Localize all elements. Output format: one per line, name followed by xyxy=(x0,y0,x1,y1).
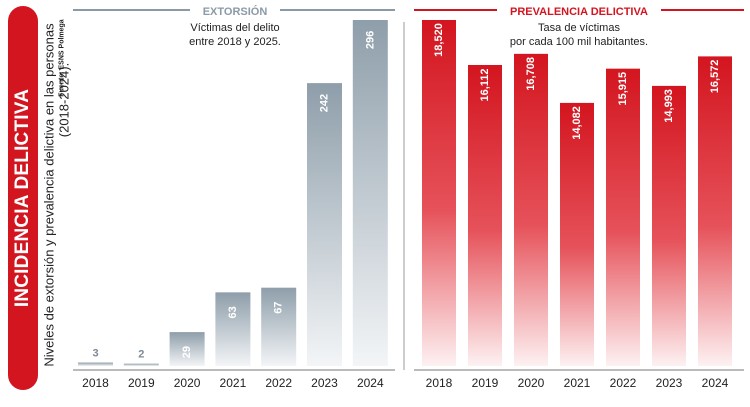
prevalencia-tick-2020: 2020 xyxy=(518,376,545,390)
prevalencia-bar-2019 xyxy=(468,64,502,366)
prevalencia-tick-2024: 2024 xyxy=(702,376,729,390)
extorsion-value-label-2024: 296 xyxy=(364,31,376,49)
side-tab xyxy=(8,6,38,390)
prevalencia-tick-2023: 2023 xyxy=(656,376,683,390)
extorsion-title: EXTORSIÓN xyxy=(203,5,268,18)
prevalencia-value-label-2018: 18,520 xyxy=(433,23,445,57)
extorsion-bar-2023 xyxy=(307,83,342,367)
extorsion-bar-2022 xyxy=(261,287,297,366)
prevalencia-bar-2023 xyxy=(652,85,686,367)
extorsion-value-label-2022: 67 xyxy=(273,302,285,314)
extorsion-tick-2023: 2023 xyxy=(311,376,338,390)
prevalencia-bar-2024 xyxy=(698,56,732,366)
prevalencia-title: PREVALENCIA DELICTIVA xyxy=(510,6,648,18)
extorsion-subtitle-line1: Víctimas del delito xyxy=(190,22,279,34)
extorsion-tick-2018: 2018 xyxy=(82,376,109,390)
prevalencia-subtitle-line1: Tasa de víctimas xyxy=(538,22,620,34)
extorsion-value-label-2020: 29 xyxy=(181,346,193,358)
prevalencia-title-bg xyxy=(497,4,661,17)
extorsion-bar-2021 xyxy=(215,292,251,366)
prevalencia-bars: 18,520 2018 16,112 2019 16,708 2020 14,082 2021… xyxy=(422,20,732,390)
extorsion-tick-2021: 2021 xyxy=(220,376,247,390)
prevalencia-subtitle-line2: por cada 100 mil habitantes. xyxy=(510,36,648,48)
prevalencia-bar-2022 xyxy=(606,68,640,367)
prevalencia-bar-2018 xyxy=(422,20,456,366)
extorsion-value-label-2019: 2 xyxy=(138,349,144,361)
extorsion-bar-2020 xyxy=(169,332,205,366)
prevalencia-value-label-2023: 14,993 xyxy=(663,89,675,123)
prevalencia-value-label-2022: 15,915 xyxy=(617,72,629,106)
prevalencia-bar-2020 xyxy=(514,53,548,367)
prevalencia-value-label-2024: 16,572 xyxy=(709,60,721,94)
prevalencia-tick-2021: 2021 xyxy=(564,376,591,390)
extorsion-subtitle-line2: entre 2018 y 2025. xyxy=(189,36,281,48)
extorsion-bars: 3 2018 2 2019 29 2020 63 2021 67 2022 242 2023 296 20… xyxy=(78,20,388,390)
prevalencia-tick-2019: 2019 xyxy=(472,376,499,390)
prevalencia-value-label-2020: 16,708 xyxy=(525,57,537,91)
extorsion-value-label-2021: 63 xyxy=(227,306,239,318)
extorsion-bar-2019 xyxy=(123,363,159,366)
prevalencia-tick-2022: 2022 xyxy=(610,376,637,390)
extorsion-bar-2024 xyxy=(352,20,388,366)
extorsion-value-label-2023: 242 xyxy=(319,94,331,112)
extorsion-tick-2024: 2024 xyxy=(357,376,384,390)
extorsion-tick-2022: 2022 xyxy=(265,376,292,390)
prevalencia-bar-2021 xyxy=(560,102,594,366)
extorsion-bar-2018 xyxy=(78,362,113,366)
extorsion-tick-2020: 2020 xyxy=(174,376,201,390)
extorsion-value-label-2018: 3 xyxy=(92,347,98,359)
extorsion-title-bg xyxy=(190,4,280,17)
prevalencia-tick-2018: 2018 xyxy=(426,376,453,390)
prevalencia-value-label-2019: 16,112 xyxy=(479,68,491,101)
prevalencia-value-label-2021: 14,082 xyxy=(571,106,583,140)
extorsion-tick-2019: 2019 xyxy=(128,376,155,390)
